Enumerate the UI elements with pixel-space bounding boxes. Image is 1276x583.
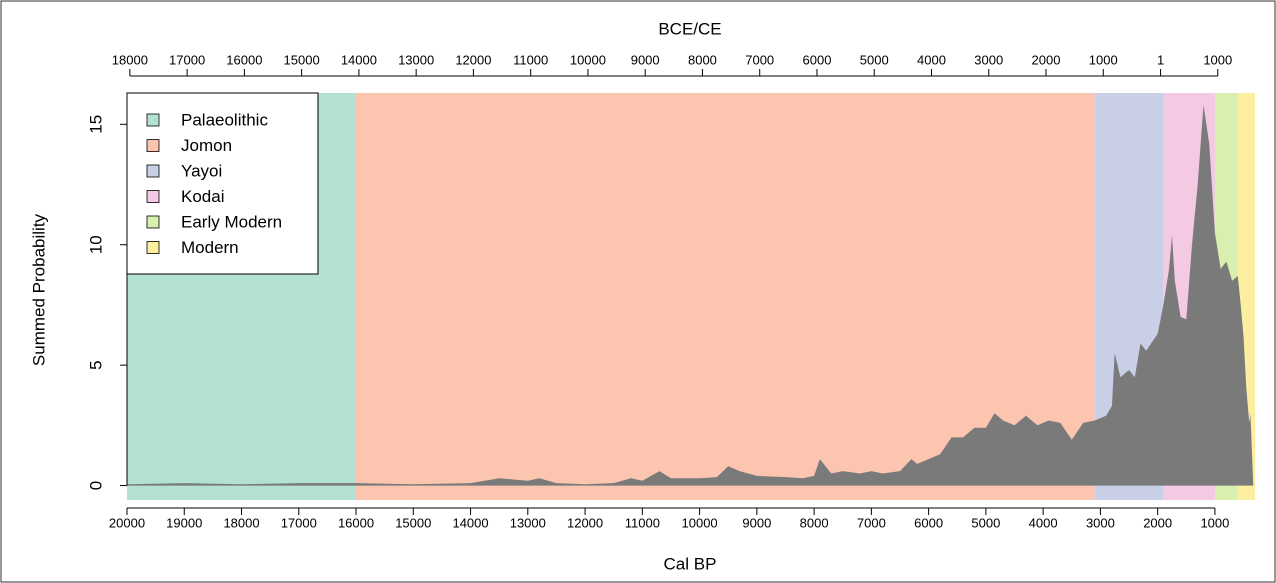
x-tick-label: 11000 xyxy=(625,515,660,530)
x-tick-label: 14000 xyxy=(452,515,488,530)
x-tick-label: 9000 xyxy=(742,515,771,530)
top-tick-label: 1000 xyxy=(1203,52,1232,67)
x-tick-label: 7000 xyxy=(857,515,886,530)
x-tick-label: 8000 xyxy=(800,515,829,530)
x-tick-label: 5000 xyxy=(971,515,1000,530)
top-tick-label: 15000 xyxy=(284,52,320,67)
legend-label: Modern xyxy=(181,238,239,257)
y-tick-label: 10 xyxy=(86,235,105,254)
legend-swatch xyxy=(146,164,160,178)
top-tick-label: 7000 xyxy=(745,52,774,67)
legend-swatch xyxy=(146,139,160,152)
top-tick-label: 16000 xyxy=(226,52,262,67)
top-tick-label: 10000 xyxy=(570,52,606,67)
legend-label: Yayoi xyxy=(181,161,222,180)
top-tick-label: 18000 xyxy=(112,52,148,67)
top-tick-label: 14000 xyxy=(341,52,377,67)
legend-swatch xyxy=(146,215,160,229)
x-axis-title: Cal BP xyxy=(664,554,717,573)
area xyxy=(127,105,1254,486)
x-tick-label: 6000 xyxy=(914,515,943,530)
x-tick-label: 4000 xyxy=(1029,515,1058,530)
top-tick-label: 2000 xyxy=(1032,52,1061,67)
legend-swatch xyxy=(146,241,160,254)
y-tick-label: 0 xyxy=(86,481,105,490)
top-tick-label: 4000 xyxy=(917,52,946,67)
x-tick-label: 15000 xyxy=(395,515,431,530)
top-tick-label: 1 xyxy=(1157,52,1164,67)
top-tick-label: 13000 xyxy=(398,52,434,67)
y-axis-title: Summed Probability xyxy=(29,213,48,366)
x-tick-label: 12000 xyxy=(567,515,603,530)
top-tick-label: 11000 xyxy=(513,52,548,67)
top-tick-label: 1000 xyxy=(1089,52,1118,67)
legend-swatch xyxy=(146,113,160,127)
legend-label: Early Modern xyxy=(181,212,282,231)
x-tick-label: 3000 xyxy=(1086,515,1115,530)
top-tick-label: 12000 xyxy=(455,52,491,67)
legend-label: Jomon xyxy=(181,136,232,155)
x-tick-label: 2000 xyxy=(1143,515,1172,530)
top-tick-label: 9000 xyxy=(631,52,660,67)
top-tick-label: 5000 xyxy=(860,52,889,67)
y-tick-label: 15 xyxy=(86,115,105,134)
legend: Palaeolithic Jomon Yayoi Kodai Early Modern M… xyxy=(126,92,319,275)
x-tick-label: 1000 xyxy=(1200,515,1229,530)
top-tick-label: 17000 xyxy=(169,52,205,67)
x-tick-label: 18000 xyxy=(223,515,259,530)
x-tick-label: 19000 xyxy=(166,515,202,530)
x-tick-label: 17000 xyxy=(281,515,317,530)
x-tick-label: 13000 xyxy=(510,515,546,530)
top-axis-title: BCE/CE xyxy=(658,19,721,38)
top-tick-label: 3000 xyxy=(974,52,1003,67)
plot xyxy=(127,105,1254,486)
x-tick-label: 20000 xyxy=(109,515,145,530)
legend-swatch xyxy=(146,190,160,203)
x-tick-label: 16000 xyxy=(338,515,374,530)
top-tick-label: 6000 xyxy=(803,52,832,67)
legend-label: Palaeolithic xyxy=(181,110,268,129)
y-tick-label: 5 xyxy=(86,360,105,369)
top-tick-label: 8000 xyxy=(688,52,717,67)
legend-label: Kodai xyxy=(181,187,224,206)
x-tick-label: 10000 xyxy=(682,515,718,530)
